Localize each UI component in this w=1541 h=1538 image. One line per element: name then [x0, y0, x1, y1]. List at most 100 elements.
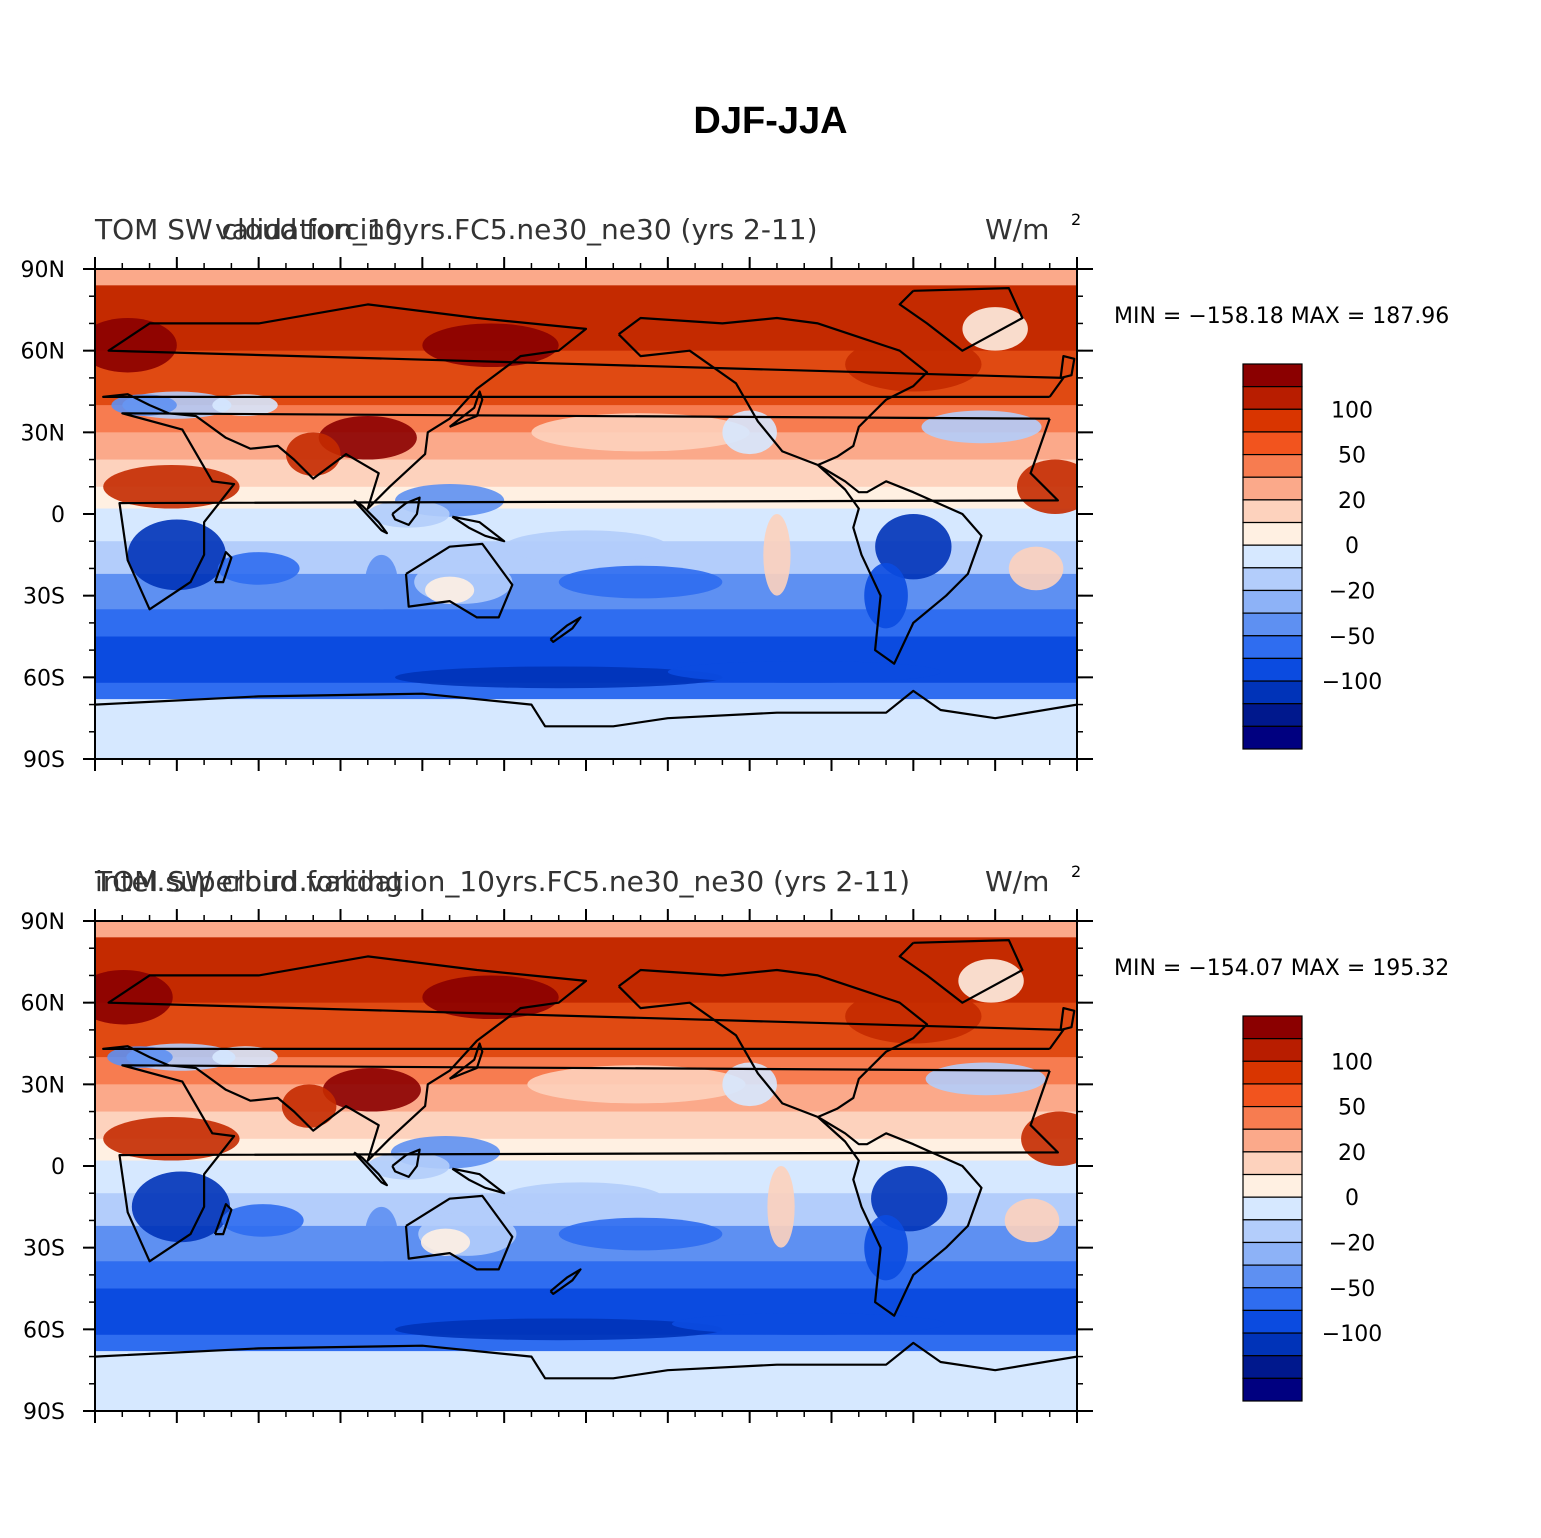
colorbar-segment — [1242, 453, 1303, 478]
coastline — [451, 1167, 506, 1195]
coastline — [451, 515, 506, 543]
coastline — [448, 390, 484, 428]
coastline — [391, 496, 421, 526]
colorbar-segment — [1242, 1060, 1303, 1085]
contour-region — [221, 1204, 304, 1237]
contour-region — [864, 1215, 908, 1281]
contour-region — [845, 989, 982, 1044]
colorbar-segment — [1242, 1151, 1303, 1176]
colorbar-label: 50 — [1338, 1096, 1366, 1121]
contour-band — [95, 459, 1077, 488]
coastline — [898, 939, 1024, 1004]
contour-region — [500, 1182, 664, 1215]
colorbar-label: −50 — [1329, 1277, 1375, 1302]
contour-region — [322, 1068, 421, 1112]
min-max-label: MIN = −158.18 MAX = 187.96 — [1114, 304, 1449, 329]
contour-region — [667, 661, 941, 683]
contour-region — [558, 565, 723, 599]
colorbar-segment — [1242, 1309, 1303, 1334]
colorbar-segment — [1242, 476, 1303, 501]
colorbar-segment — [1242, 1219, 1303, 1244]
contour-region — [212, 1046, 278, 1068]
y-tick-label: 30S — [23, 1237, 65, 1262]
contour-region — [395, 666, 723, 689]
colorbar-label: −50 — [1329, 625, 1375, 650]
panel-units-exponent: 2 — [1071, 210, 1081, 229]
colorbar-segment — [1242, 499, 1303, 524]
contour-region — [958, 959, 1024, 1003]
contour-region — [925, 1062, 1046, 1096]
colorbar-segment — [1242, 1264, 1303, 1289]
contour-region — [212, 394, 278, 416]
coastline — [549, 1268, 582, 1295]
colorbar-segment — [1242, 612, 1303, 637]
contour-region — [217, 552, 300, 585]
contour-band — [95, 1351, 1077, 1411]
contour-region — [127, 519, 226, 591]
coastline — [391, 1148, 421, 1178]
colorbar-segment — [1242, 1196, 1303, 1221]
contour-region — [285, 432, 341, 476]
contour-band — [95, 609, 1077, 638]
contour-region — [367, 1152, 450, 1180]
colorbar-segment — [1242, 1083, 1303, 1108]
contour-region — [671, 1313, 945, 1335]
panel-variable-title: TOM SW cloud forcing — [94, 213, 403, 246]
coastline — [817, 464, 983, 665]
contour-region — [395, 1318, 723, 1341]
map-panel-bottom: 030E60E90E120E150E180150W120W90W60W30W09… — [21, 862, 1450, 1425]
coastline — [404, 1194, 514, 1271]
contour-region — [281, 1084, 337, 1128]
colorbar-label: 50 — [1338, 444, 1366, 469]
map-panel-top: 030E60E90E120E150E180150W120W90W60W30W09… — [21, 210, 1450, 773]
colorbar-segment — [1242, 703, 1303, 727]
colorbar-segment — [1242, 1038, 1303, 1062]
contour-region — [103, 1117, 240, 1161]
colorbar-segment — [1242, 1128, 1303, 1153]
coastline — [102, 303, 1065, 510]
colorbar-segment — [1242, 431, 1303, 456]
page-title: DJF-JJA — [693, 100, 848, 142]
colorbar-segment — [1242, 544, 1303, 569]
colorbar-label: −20 — [1329, 1231, 1375, 1256]
y-tick-label: 60N — [21, 340, 65, 365]
coastline — [213, 1203, 233, 1236]
colorbar-segment — [1242, 1377, 1303, 1402]
y-tick-label: 30N — [21, 1073, 65, 1098]
contour-region — [875, 514, 952, 580]
colorbar-segment — [1242, 1173, 1303, 1198]
contour-region — [1008, 546, 1064, 591]
contour-region — [420, 1228, 471, 1256]
y-tick-label: 30N — [21, 421, 65, 446]
colorbar-segment — [1242, 1015, 1303, 1040]
colorbar-label: 0 — [1345, 1186, 1359, 1211]
panel-units-exponent: 2 — [1071, 862, 1081, 881]
contour-band — [95, 699, 1077, 759]
y-tick-label: 90N — [21, 910, 65, 935]
colorbar-segment — [1242, 657, 1303, 682]
colorbar-segment — [1242, 521, 1303, 546]
colorbar-label: 0 — [1345, 534, 1359, 559]
contour-region — [527, 1065, 746, 1104]
colorbar-segment — [1242, 1287, 1303, 1312]
y-tick-label: 60S — [23, 666, 65, 691]
coastline — [213, 551, 233, 584]
colorbar-segment — [1242, 1355, 1303, 1379]
y-tick-label: 90S — [23, 748, 65, 773]
colorbar-segment — [1242, 635, 1303, 660]
contour-region — [1004, 1198, 1060, 1243]
contour-region — [103, 465, 240, 509]
coastline — [817, 1116, 983, 1317]
y-tick-label: 0 — [51, 1155, 65, 1180]
coastline — [1059, 355, 1076, 379]
y-tick-label: 60S — [23, 1318, 65, 1343]
colorbar-segment — [1242, 1332, 1303, 1357]
colorbar-label: −100 — [1322, 1322, 1382, 1347]
contour-region — [763, 514, 791, 596]
contour-region — [871, 1166, 948, 1232]
colorbar-segment — [1242, 1241, 1303, 1266]
panel-case-title: validation_10yrs.FC5.ne30_ne30 (yrs 2-11… — [215, 213, 818, 246]
contour-region — [425, 576, 475, 604]
coastline — [549, 616, 582, 643]
contour-band — [95, 1261, 1077, 1290]
